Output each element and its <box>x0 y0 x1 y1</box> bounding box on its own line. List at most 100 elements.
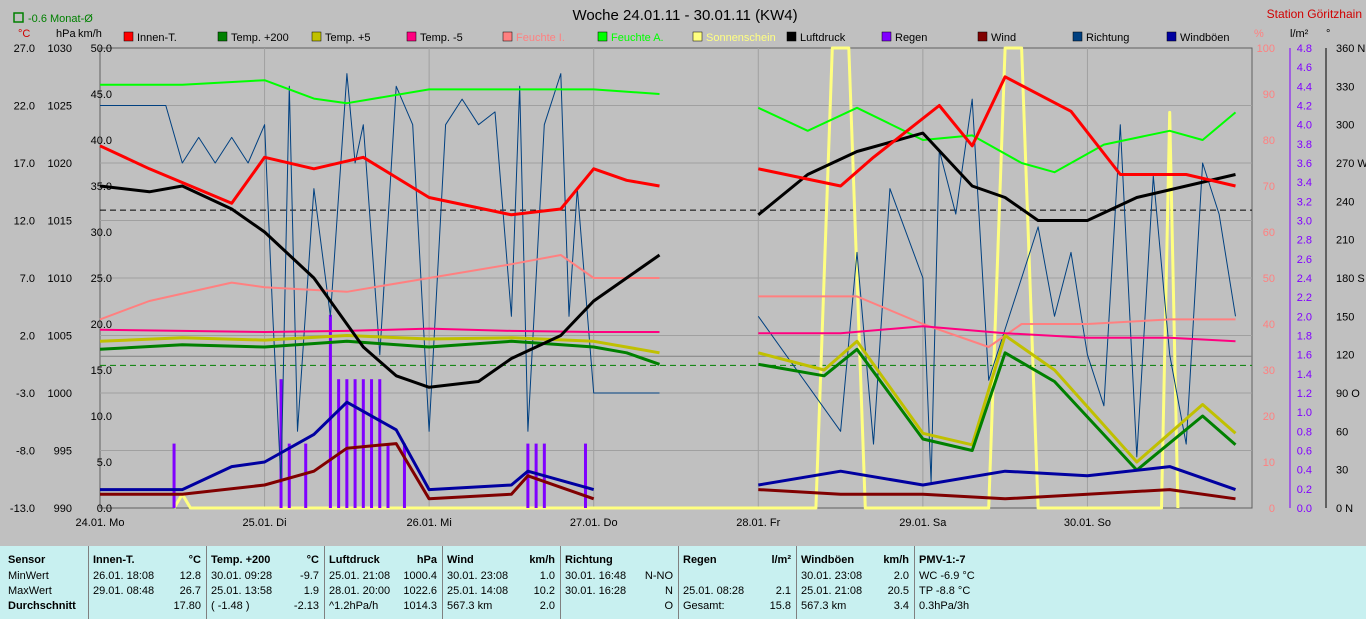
stats-column-unit: km/h <box>883 554 909 566</box>
avg-marker: -0.6 Monat-Ø <box>13 12 93 25</box>
series-line-feuchte-a <box>100 79 1237 174</box>
temp-axis-tick-label: -3.0 <box>16 388 35 400</box>
stats-cell-value: 1.0 <box>539 570 555 582</box>
stats-column: PMV-1:-7 WC -6.9 °C TP -8.8 °C 0.3hPa/3h <box>919 546 1027 619</box>
chart-axes: 24.01. Mo 25.01. Di 26.01. Mi 27.01. Do 28.0… <box>10 43 1366 529</box>
stats-cell-time: 25.01. 08:28 <box>683 585 745 597</box>
humidity-axis-tick-label: 80 <box>1263 135 1275 147</box>
legend-item[interactable]: Wind <box>991 32 1016 44</box>
stats-cell-time: 25.01. 13:58 <box>211 585 273 597</box>
rain-axis-tick-label: 4.8 <box>1297 43 1312 55</box>
rain-axis-tick-label: 1.2 <box>1297 388 1312 400</box>
legend-item[interactable]: Temp. +5 <box>325 32 371 44</box>
humidity-axis-tick-label: 90 <box>1263 89 1275 101</box>
legend-item[interactable]: Windböen <box>1180 32 1230 44</box>
legend-swatch <box>692 31 703 42</box>
direction-axis-tick-label: 60 <box>1336 426 1348 438</box>
stats-rowlabels: Sensor MinWert MaxWert Durchschnitt <box>8 546 88 619</box>
legend-item[interactable]: Temp. +200 <box>231 32 289 44</box>
stats-cell-value: 26.7 <box>179 585 201 597</box>
legend-item[interactable]: Regen <box>895 32 927 44</box>
direction-axis-tick-label: 300 <box>1336 120 1354 132</box>
stats-column: Luftdruck hPa 25.01. 21:08 1000.4 28.01. 20:… <box>329 546 437 619</box>
stats-column-title: Innen-T. <box>93 554 135 566</box>
direction-unit-label: ° <box>1326 28 1330 40</box>
x-tick-label: 27.01. Do <box>570 517 618 529</box>
rain-bar <box>583 443 587 508</box>
chart-legend[interactable]: Innen-T. Temp. +200 Temp. +5 Temp. -5 Feucht… <box>123 31 1230 44</box>
series-line-temp-5 <box>99 334 1237 464</box>
humidity-axis-tick-label: 30 <box>1263 365 1275 377</box>
legend-swatch <box>881 31 892 42</box>
legend-item[interactable]: Temp. -5 <box>420 32 463 44</box>
weather-chart: Woche 24.01.11 - 30.01.11 (KW4) Station … <box>9 7 1366 529</box>
stats-cell-value: O <box>664 600 673 612</box>
wind-axis-tick-label: 30.0 <box>91 227 112 239</box>
avg-marker-icon <box>13 12 24 23</box>
rain-bar <box>345 379 349 508</box>
stats-label-avg: Durchschnitt <box>8 600 76 612</box>
stats-cell-time: 25.01. 21:08 <box>801 585 863 597</box>
stats-column: Regen l/m² 25.01. 08:28 2.1 Gesamt: 15.8 <box>683 546 791 619</box>
rain-axis-tick-label: 2.6 <box>1297 254 1312 266</box>
chart-title: Woche 24.01.11 - 30.01.11 (KW4) <box>572 7 797 24</box>
stats-cell-value: 1022.6 <box>403 585 437 597</box>
rain-axis-tick-label: 1.6 <box>1297 350 1312 362</box>
stats-cell-time: 30.01. 23:08 <box>801 570 863 582</box>
stats-column-separator <box>206 546 207 619</box>
pressure-axis-tick-label: 995 <box>54 446 72 458</box>
humidity-axis-tick-label: 10 <box>1263 457 1275 469</box>
legend-item[interactable]: Feuchte A. <box>611 32 664 44</box>
wind-axis-tick-label: 45.0 <box>91 89 112 101</box>
legend-item[interactable]: Innen-T. <box>137 32 177 44</box>
stats-cell-value: 15.8 <box>769 600 791 612</box>
wind-axis-tick-label: 10.0 <box>91 411 112 423</box>
temp-axis-tick-label: 27.0 <box>14 43 35 55</box>
rain-axis-tick-label: 4.4 <box>1297 81 1312 93</box>
stats-column-title: Luftdruck <box>329 554 380 566</box>
stats-column: Richtung 30.01. 16:48 N-NO 30.01. 16:28 N O <box>565 546 673 619</box>
stats-column-title: Richtung <box>565 554 613 566</box>
stats-cell-time: ( -1.48 ) <box>211 600 250 612</box>
stats-cell-value: 1014.3 <box>403 600 437 612</box>
temp-axis-tick-label: 2.0 <box>20 331 35 343</box>
legend-swatch <box>502 31 513 42</box>
stats-label-min: MinWert <box>8 570 49 582</box>
rain-axis-tick-label: 0.4 <box>1297 465 1312 477</box>
rain-axis-tick-label: 4.6 <box>1297 62 1312 74</box>
pressure-axis-tick-label: 1010 <box>48 273 72 285</box>
stats-column-title: Windböen <box>801 554 855 566</box>
rain-bar <box>279 379 283 508</box>
direction-axis-tick-label: 330 <box>1336 81 1354 93</box>
series-line-wind <box>100 442 1236 501</box>
direction-axis-tick-label: 210 <box>1336 235 1354 247</box>
stats-column: Innen-T. °C 26.01. 18:08 12.8 29.01. 08:48 26… <box>93 546 201 619</box>
legend-swatch <box>217 31 228 42</box>
wind-axis-tick-label: 25.0 <box>91 273 112 285</box>
rain-axis-tick-label: 3.4 <box>1297 177 1312 189</box>
temp-axis-tick-label: 7.0 <box>20 273 35 285</box>
x-tick-label: 24.01. Mo <box>76 517 125 529</box>
stats-cell-time: 25.01. 21:08 <box>329 570 391 582</box>
stats-column-separator <box>796 546 797 619</box>
wind-axis-tick-label: 15.0 <box>91 365 112 377</box>
station-name: Station Göritzhain <box>1267 7 1362 21</box>
x-tick-label: 30.01. So <box>1064 517 1111 529</box>
legend-item[interactable]: Feuchte I. <box>516 32 565 44</box>
rain-bar <box>402 443 406 508</box>
rain-bar <box>378 379 382 508</box>
rain-axis-tick-label: 1.0 <box>1297 407 1312 419</box>
rain-bar <box>353 379 357 508</box>
legend-item[interactable]: Richtung <box>1086 32 1129 44</box>
legend-item[interactable]: Sonnenschein <box>706 32 776 44</box>
pressure-axis-tick-label: 990 <box>54 503 72 515</box>
pressure-axis-tick-label: 1030 <box>48 43 72 55</box>
stats-cell-time: 567.3 km <box>447 600 493 612</box>
legend-item[interactable]: Luftdruck <box>800 32 846 44</box>
stats-cell-value: N-NO <box>644 570 673 582</box>
rain-axis-tick-label: 3.2 <box>1297 196 1312 208</box>
series-line-innen-t <box>99 75 1236 217</box>
temp-axis-tick-label: -13.0 <box>10 503 35 515</box>
rain-axis-tick-label: 2.2 <box>1297 292 1312 304</box>
rain-axis-tick-label: 0.6 <box>1297 446 1312 458</box>
